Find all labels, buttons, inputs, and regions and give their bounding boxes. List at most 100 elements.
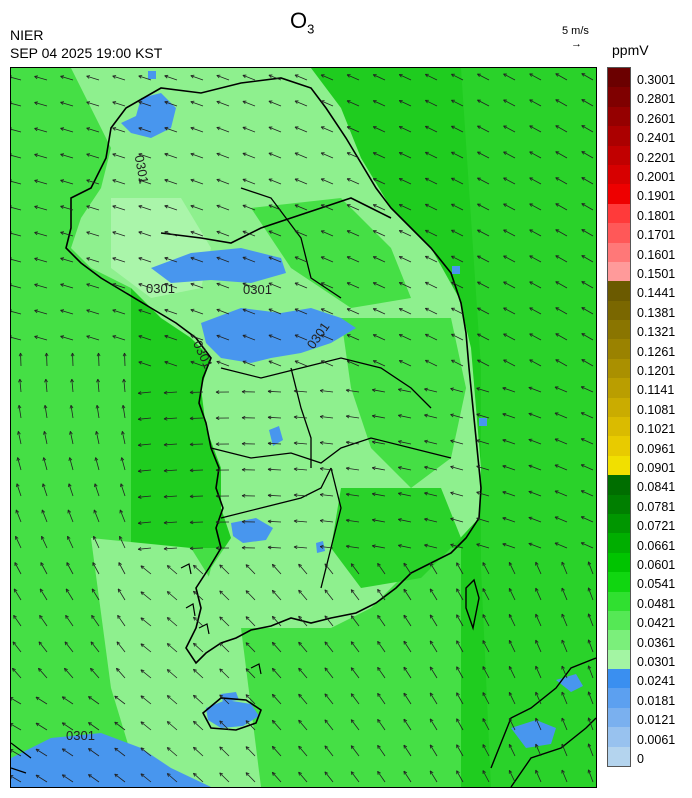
wind-arrow bbox=[588, 587, 594, 601]
wind-arrow-head bbox=[561, 743, 565, 747]
wind-arrow bbox=[272, 772, 282, 783]
wind-arrow bbox=[373, 204, 386, 211]
wind-arrow bbox=[242, 100, 256, 107]
colorbar-swatch bbox=[608, 223, 630, 243]
wind-arrow bbox=[320, 74, 334, 81]
wind-arrow-head bbox=[554, 516, 558, 520]
wind-arrow-head bbox=[476, 439, 480, 443]
wind-arrow-head bbox=[241, 493, 246, 497]
wind-arrow-head bbox=[451, 229, 454, 234]
wind-arrow-head bbox=[561, 665, 565, 669]
wind-arrow bbox=[119, 536, 126, 549]
wind-arrow-head bbox=[90, 667, 94, 670]
colorbar-label: 0.1381 bbox=[637, 305, 676, 320]
wind-arrow-head bbox=[588, 743, 592, 747]
wind-arrow bbox=[451, 73, 464, 81]
wind-arrow-head bbox=[324, 563, 327, 568]
wind-arrow-head bbox=[39, 615, 41, 619]
wind-arrow bbox=[242, 152, 256, 159]
colorbar-swatch bbox=[608, 649, 630, 670]
wind-arrow bbox=[429, 640, 438, 653]
wind-arrow-head bbox=[581, 229, 585, 233]
wind-arrow-head bbox=[95, 431, 99, 435]
wind-arrow bbox=[373, 308, 386, 315]
wind-arrow-head bbox=[72, 352, 75, 357]
wind-arrow-head bbox=[345, 441, 350, 445]
wind-arrow bbox=[535, 587, 542, 601]
colorbar-swatch bbox=[608, 436, 630, 457]
wind-arrow-head bbox=[398, 334, 402, 338]
wind-arrow-head bbox=[13, 614, 17, 618]
wind-arrow-head bbox=[271, 642, 274, 646]
wind-arrow-head bbox=[140, 773, 143, 778]
wind-arrow-head bbox=[346, 74, 350, 78]
wind-arrow-head bbox=[215, 469, 220, 472]
wind-arrow bbox=[190, 153, 204, 159]
wind-arrow-head bbox=[189, 390, 194, 393]
wind-arrow bbox=[272, 564, 282, 575]
wind-arrow-head bbox=[350, 719, 353, 724]
wind-arrow bbox=[429, 562, 438, 575]
wind-arrow-head bbox=[294, 334, 298, 338]
wind-arrow bbox=[112, 179, 126, 185]
wind-arrow bbox=[112, 101, 126, 107]
wind-arrow bbox=[399, 334, 412, 341]
wind-arrow bbox=[166, 565, 178, 575]
wind-arrow bbox=[163, 469, 178, 472]
wind-arrow-head bbox=[60, 283, 65, 285]
wind-arrow bbox=[424, 414, 438, 419]
wind-arrow bbox=[588, 769, 594, 783]
wind-arrow bbox=[482, 666, 490, 679]
wind-arrow bbox=[166, 617, 178, 627]
wind-arrow-head bbox=[424, 414, 428, 418]
wind-arrow bbox=[373, 360, 386, 367]
wind-arrow bbox=[190, 101, 204, 107]
wind-arrow bbox=[555, 307, 568, 315]
wind-arrow-head bbox=[216, 101, 220, 105]
wind-arrow-head bbox=[346, 282, 350, 286]
wind-arrow-head bbox=[324, 719, 327, 724]
wind-arrow bbox=[346, 256, 360, 263]
wind-arrow bbox=[399, 100, 412, 107]
wind-arrow-head bbox=[138, 283, 142, 287]
wind-arrow-head bbox=[241, 467, 246, 471]
wind-arrow-head bbox=[219, 590, 222, 595]
wind-arrow-head bbox=[451, 359, 454, 364]
wind-arrow-head bbox=[529, 307, 532, 311]
wind-arrow bbox=[18, 405, 22, 419]
wind-arrow bbox=[502, 387, 516, 393]
wind-arrow-head bbox=[424, 100, 428, 104]
wind-arrow bbox=[320, 204, 334, 211]
wind-arrow bbox=[456, 640, 464, 653]
wind-arrow-head bbox=[18, 404, 22, 409]
wind-arrow bbox=[581, 255, 594, 263]
wind-arrow-head bbox=[320, 178, 324, 182]
wind-arrow bbox=[242, 204, 256, 211]
wind-arrow-head bbox=[215, 494, 220, 497]
wind-arrow-head bbox=[377, 744, 381, 748]
wind-arrow bbox=[34, 284, 48, 289]
wind-arrow bbox=[245, 590, 256, 601]
wind-arrow-head bbox=[377, 588, 381, 592]
wind-arrow bbox=[372, 493, 386, 497]
wind-arrow bbox=[34, 76, 48, 81]
wind-arrow bbox=[190, 283, 204, 289]
wind-arrow-head bbox=[377, 563, 379, 567]
wind-arrow bbox=[164, 127, 178, 133]
wind-arrow bbox=[242, 256, 256, 263]
wind-arrow-head bbox=[193, 720, 197, 723]
wind-arrow bbox=[561, 561, 568, 575]
wind-arrow-head bbox=[140, 591, 145, 593]
wind-arrow-head bbox=[346, 256, 350, 260]
wind-arrow-head bbox=[398, 256, 402, 260]
wind-arrow-head bbox=[119, 535, 123, 539]
wind-arrow-head bbox=[476, 543, 480, 547]
wind-arrow-head bbox=[219, 668, 222, 673]
colorbar-label: 0.1801 bbox=[637, 208, 676, 223]
wind-arrow-head bbox=[450, 413, 454, 415]
wind-arrow bbox=[346, 519, 360, 523]
wind-arrow-head bbox=[554, 542, 558, 546]
wind-arrow bbox=[346, 100, 360, 107]
wind-arrow-head bbox=[450, 465, 454, 467]
wind-arrow-head bbox=[346, 178, 350, 182]
